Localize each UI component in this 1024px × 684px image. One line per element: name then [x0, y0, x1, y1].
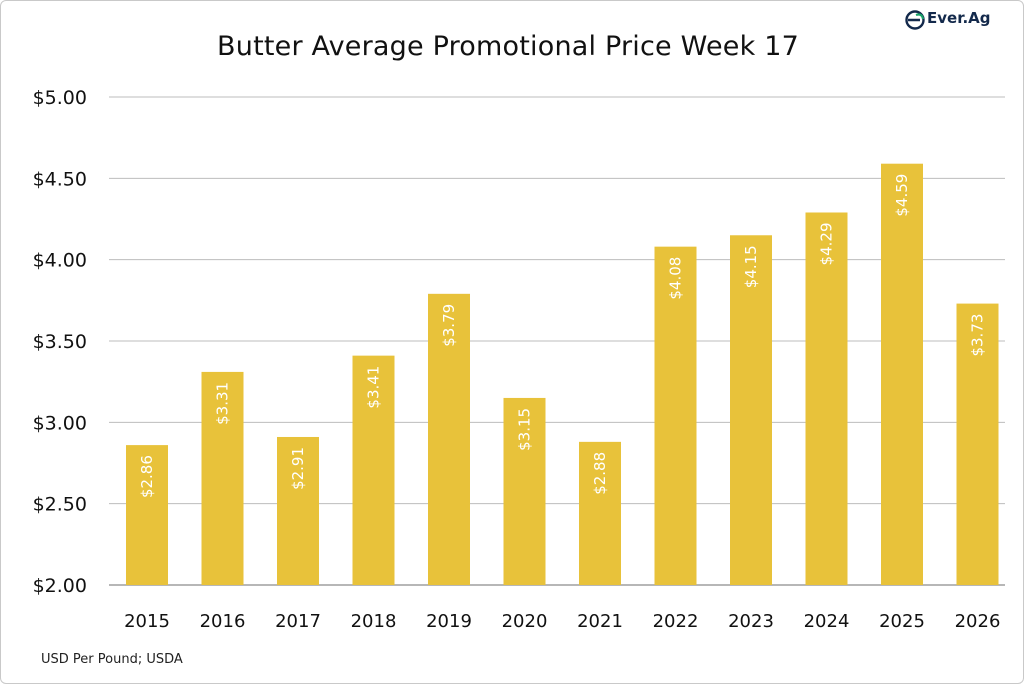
x-tick-label: 2026	[955, 611, 1001, 632]
bar-value-label: $3.41	[365, 366, 383, 409]
source-note: USD Per Pound; USDA	[41, 652, 183, 667]
x-tick-label: 2025	[879, 611, 925, 632]
x-tick-label: 2022	[653, 611, 699, 632]
bar-value-label: $2.91	[289, 447, 307, 490]
bar-value-label: $3.15	[516, 408, 534, 451]
bar-2023	[730, 235, 772, 585]
y-tick-label: $2.50	[33, 494, 87, 516]
y-tick-label: $4.00	[33, 250, 87, 272]
bar-2019	[428, 293, 470, 585]
x-tick-label: 2023	[728, 611, 774, 632]
y-tick-label: $4.50	[33, 168, 87, 190]
y-tick-label: $3.00	[33, 412, 87, 434]
brand-name-part1: Ever	[927, 9, 963, 27]
brand-name-dot: .	[962, 9, 969, 27]
x-tick-label: 2018	[351, 611, 397, 632]
bar-2017	[277, 436, 319, 585]
brand-name-part2: Ag	[968, 9, 991, 27]
y-tick-label: $3.50	[33, 331, 87, 353]
everag-logo-icon	[905, 10, 925, 30]
bar-2015	[126, 445, 168, 585]
bars: $2.86 $3.31 $2.91 $3.41 $3.79 $3.15 $2.88 $4.08…	[126, 163, 999, 586]
bar-2026	[956, 303, 999, 585]
brand-name: Ever.Ag	[927, 9, 991, 27]
chart-title: Butter Average Promotional Price Week 17	[217, 31, 799, 62]
x-tick-label: 2024	[804, 611, 850, 632]
y-tick-label: $2.00	[33, 575, 87, 597]
x-tick-label: 2017	[275, 611, 321, 632]
bar-value-label: $4.08	[667, 257, 685, 300]
bar-value-label: $2.88	[591, 452, 609, 495]
bar-2022	[654, 246, 697, 586]
bar-value-label: $3.79	[440, 304, 458, 347]
x-tick-label: 2021	[577, 611, 623, 632]
bar-value-label: $4.59	[893, 174, 911, 217]
x-tick-label: 2016	[200, 611, 246, 632]
bar-value-label: $2.86	[138, 455, 156, 498]
bar-2021	[579, 441, 621, 585]
x-axis-ticks: 2015 2016 2017 2018 2019 2020 2021 2022 2023 2024…	[124, 611, 1000, 632]
x-tick-label: 2020	[502, 611, 548, 632]
x-tick-label: 2015	[124, 611, 170, 632]
y-axis-ticks: $2.00 $2.50 $3.00 $3.50 $4.00 $4.50 $5.00	[33, 87, 87, 597]
bar-value-label: $3.31	[214, 382, 232, 425]
gridlines	[109, 96, 1005, 586]
y-tick-label: $5.00	[33, 87, 87, 109]
bar-2020	[503, 397, 546, 585]
bar-2024	[805, 212, 848, 585]
bar-2025	[881, 163, 923, 585]
bar-2016	[201, 371, 244, 585]
bar-2018	[352, 355, 395, 585]
bar-value-label: $4.29	[818, 222, 836, 265]
bar-value-label: $4.15	[742, 245, 760, 288]
bar-value-label: $3.73	[969, 314, 987, 357]
brand-logo: Ever.Ag	[905, 9, 1005, 31]
x-tick-label: 2019	[426, 611, 472, 632]
